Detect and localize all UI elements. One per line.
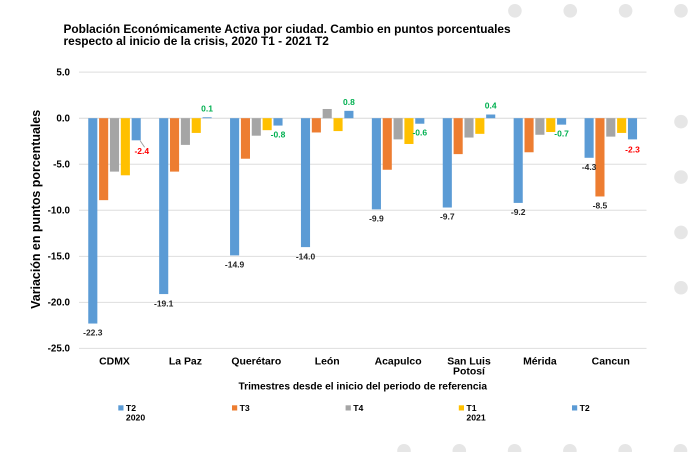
svg-text:-0.6: -0.6	[412, 128, 427, 138]
svg-text:-20.0: -20.0	[48, 298, 71, 309]
svg-text:2020: 2020	[126, 412, 145, 422]
svg-text:T1: T1	[466, 403, 476, 413]
svg-text:-22.3: -22.3	[83, 328, 103, 338]
svg-text:-4.3: -4.3	[582, 162, 597, 172]
svg-text:0.1: 0.1	[201, 103, 213, 113]
svg-text:Querétaro: Querétaro	[231, 357, 281, 368]
svg-text:CDMX: CDMX	[99, 357, 130, 368]
svg-text:Potosí: Potosí	[453, 367, 486, 378]
svg-text:-14.0: -14.0	[296, 251, 316, 261]
svg-text:Variación en puntos porcentual: Variación en puntos porcentuales	[29, 110, 43, 309]
svg-text:-0.8: -0.8	[271, 130, 286, 140]
svg-text:-0.7: -0.7	[554, 129, 569, 139]
svg-text:Mérida: Mérida	[523, 357, 557, 368]
svg-text:-25.0: -25.0	[48, 344, 71, 355]
svg-text:Acapulco: Acapulco	[375, 357, 422, 368]
svg-text:-9.2: -9.2	[511, 207, 526, 217]
svg-text:-5.0: -5.0	[53, 160, 70, 171]
svg-text:Trimestres desde el inicio del: Trimestres desde el inicio del periodo d…	[238, 381, 487, 392]
svg-text:Población Económicamente Activ: Población Económicamente Activa por ciud…	[64, 22, 511, 36]
svg-text:La Paz: La Paz	[169, 357, 202, 368]
svg-text:-9.9: -9.9	[369, 214, 384, 224]
svg-text:0.4: 0.4	[485, 101, 497, 111]
svg-text:T2: T2	[580, 403, 590, 413]
svg-text:-2.4: -2.4	[134, 146, 149, 156]
svg-text:-19.1: -19.1	[154, 298, 174, 308]
svg-text:Cancun: Cancun	[592, 357, 630, 368]
svg-text:-8.5: -8.5	[593, 200, 608, 210]
svg-text:T2: T2	[126, 403, 136, 413]
svg-text:-14.9: -14.9	[225, 260, 245, 270]
svg-text:-15.0: -15.0	[48, 252, 71, 263]
svg-text:0.0: 0.0	[56, 114, 70, 125]
svg-text:2021: 2021	[466, 412, 485, 422]
svg-text:5.0: 5.0	[56, 67, 70, 78]
svg-text:León: León	[315, 357, 340, 368]
svg-text:respecto al inicio de la crisi: respecto al inicio de la crisis, 2020 T1…	[64, 34, 330, 48]
svg-text:-9.7: -9.7	[440, 212, 455, 222]
svg-text:-10.0: -10.0	[48, 206, 71, 217]
svg-text:-2.3: -2.3	[625, 145, 640, 155]
svg-text:San Luis: San Luis	[447, 357, 491, 368]
svg-text:T4: T4	[353, 403, 363, 413]
svg-text:T3: T3	[240, 403, 250, 413]
svg-text:0.8: 0.8	[343, 97, 355, 107]
